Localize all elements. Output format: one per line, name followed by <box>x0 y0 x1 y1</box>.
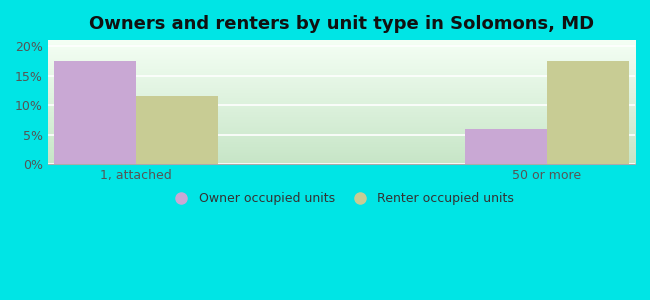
Legend: Owner occupied units, Renter occupied units: Owner occupied units, Renter occupied un… <box>164 187 519 210</box>
Bar <box>136 96 218 164</box>
Bar <box>547 61 629 164</box>
Title: Owners and renters by unit type in Solomons, MD: Owners and renters by unit type in Solom… <box>89 15 594 33</box>
Bar <box>53 61 136 164</box>
Bar <box>465 129 547 164</box>
